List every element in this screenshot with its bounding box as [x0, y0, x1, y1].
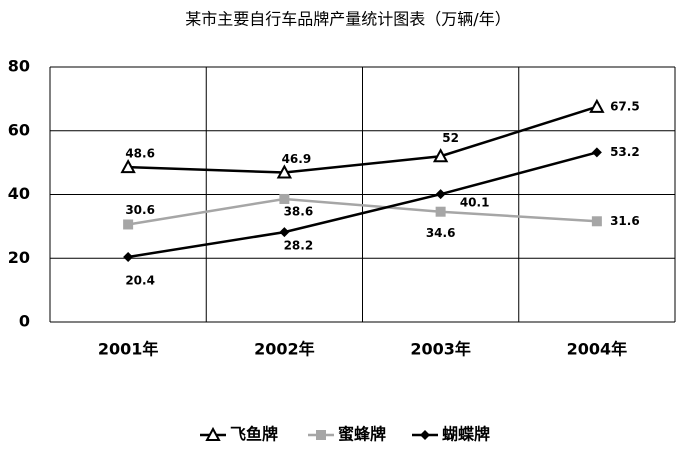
series-line	[127, 151, 598, 259]
marker	[123, 251, 134, 262]
marker	[435, 206, 446, 217]
series-line	[127, 197, 597, 226]
legend-label: 蝴蝶牌	[442, 425, 490, 444]
marker	[123, 219, 134, 230]
y-tick-label: 0	[19, 312, 30, 331]
marker	[279, 227, 290, 238]
marker	[589, 98, 605, 113]
data-label: 53.2	[610, 145, 640, 159]
x-tick-label: 2004年	[567, 340, 628, 359]
y-tick-label: 80	[8, 57, 30, 76]
marker	[432, 148, 449, 163]
data-label: 38.6	[284, 204, 314, 218]
marker	[591, 147, 602, 158]
marker	[316, 430, 326, 440]
marker	[120, 158, 136, 174]
marker	[205, 426, 221, 441]
legend-label: 飞鱼牌	[230, 425, 278, 444]
data-label: 40.1	[460, 196, 490, 210]
y-tick-label: 60	[8, 120, 30, 139]
marker	[279, 193, 290, 204]
data-label: 67.5	[610, 99, 640, 113]
data-label: 46.9	[282, 152, 312, 166]
series-line	[128, 105, 598, 174]
data-label: 48.6	[125, 147, 155, 161]
x-tick-label: 2003年	[410, 340, 471, 359]
y-tick-label: 40	[8, 184, 30, 203]
legend-label: 蜜蜂牌	[338, 425, 386, 444]
marker	[591, 216, 602, 227]
x-tick-label: 2002年	[254, 340, 315, 359]
data-label: 34.6	[426, 226, 456, 240]
x-tick-label: 2001年	[98, 340, 159, 359]
data-label: 52	[442, 131, 459, 145]
marker	[276, 164, 293, 179]
data-label: 31.6	[610, 214, 640, 228]
chart-title: 某市主要自行车品牌产量统计图表（万辆/年）	[185, 10, 510, 29]
marker	[420, 430, 430, 440]
y-tick-label: 20	[8, 248, 30, 267]
marker	[435, 189, 446, 200]
data-label: 20.4	[125, 273, 155, 287]
data-label: 28.2	[284, 239, 314, 253]
data-label: 30.6	[125, 203, 155, 217]
